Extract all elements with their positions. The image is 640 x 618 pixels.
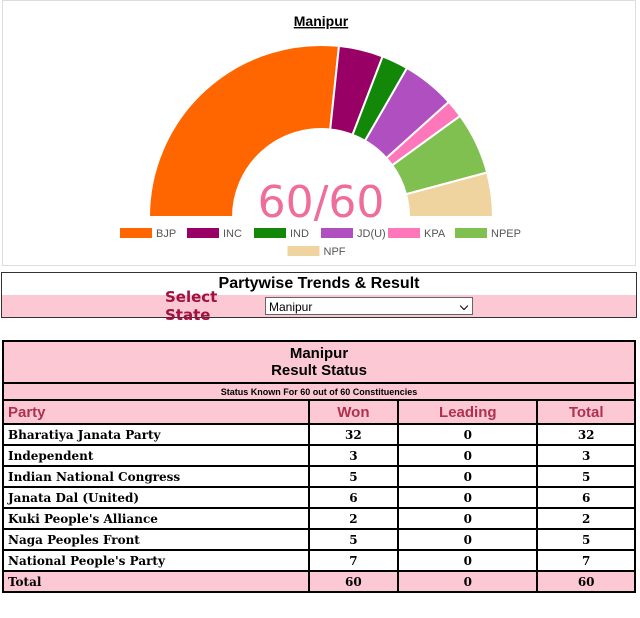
- column-header: Total: [536, 399, 636, 425]
- chart: Manipur 60/60 BJP INC IND JD(U) KPA NPEP NPF: [120, 13, 521, 258]
- cell-number: 0: [397, 549, 539, 572]
- select-label: Select State: [165, 288, 218, 324]
- cell-party: Janata Dal (United): [2, 486, 310, 509]
- cell-number: 6: [307, 486, 400, 509]
- legend-swatch: [321, 228, 353, 238]
- table-row: Total 60 0 60: [2, 570, 636, 593]
- cell-number: 7: [536, 549, 636, 572]
- legend-swatch: [287, 246, 320, 256]
- cell-party: Bharatiya Janata Party: [2, 423, 310, 446]
- table-row: Independent 3 0 3: [2, 444, 636, 467]
- cell-number: 0: [397, 444, 539, 467]
- legend-swatch: [388, 228, 420, 238]
- chart-title: Manipur: [294, 13, 349, 29]
- table-header: Manipur Result Status: [2, 340, 636, 384]
- legend-swatch: [120, 228, 152, 238]
- cell-number: 6: [536, 486, 636, 509]
- table-note: Status Known For 60 out of 60 Constituen…: [2, 382, 636, 401]
- legend-label: JD(U): [357, 228, 386, 240]
- legend-label: KPA: [424, 228, 446, 240]
- cell-number: 0: [397, 570, 539, 593]
- cell-number: 7: [307, 549, 400, 572]
- cell-number: 5: [536, 465, 636, 488]
- form-title: Partywise Trends & Result: [218, 275, 420, 292]
- column-header-row: Party Won Leading Total: [2, 399, 636, 425]
- cell-number: 0: [397, 465, 539, 488]
- cell-number: 3: [307, 444, 400, 467]
- legend-label: BJP: [156, 228, 176, 240]
- legend-label: NPF: [324, 246, 346, 258]
- table-row: Janata Dal (United) 6 0 6: [2, 486, 636, 509]
- cell-number: 60: [307, 570, 400, 593]
- legend-swatch: [187, 228, 219, 238]
- column-header: Won: [307, 399, 400, 425]
- cell-number: 5: [536, 528, 636, 551]
- form-row: Select State Manipur: [2, 288, 636, 324]
- table-row: Bharatiya Janata Party 32 0 32: [2, 423, 636, 446]
- column-header: Leading: [397, 399, 539, 425]
- donut-segment: [404, 171, 495, 218]
- table-row: National People's Party 7 0 7: [2, 549, 636, 572]
- donut-segment: [147, 44, 341, 218]
- cell-party: Total: [2, 570, 310, 593]
- cell-number: 60: [536, 570, 636, 593]
- cell-party: Naga Peoples Front: [2, 528, 310, 551]
- state-select[interactable]: Manipur: [265, 297, 473, 315]
- cell-number: 32: [307, 423, 400, 446]
- cell-party: Independent: [2, 444, 310, 467]
- table-subtitle: Result Status: [271, 362, 367, 379]
- column-header: Party: [2, 399, 310, 425]
- cell-number: 0: [397, 528, 539, 551]
- cell-number: 3: [536, 444, 636, 467]
- center-label: 60/60: [258, 177, 385, 228]
- cell-number: 5: [307, 528, 400, 551]
- table-row: Kuki People's Alliance 2 0 2: [2, 507, 636, 530]
- legend-label: IND: [290, 228, 309, 240]
- cell-party: Indian National Congress: [2, 465, 310, 488]
- table-title: Manipur: [289, 345, 349, 362]
- cell-number: 2: [307, 507, 400, 530]
- legend-swatch: [455, 228, 487, 238]
- result-table: Manipur Result Status Status Known For 60…: [2, 340, 636, 593]
- legend-swatch: [254, 228, 286, 238]
- table-row: Naga Peoples Front 5 0 5: [2, 528, 636, 551]
- cell-number: 0: [397, 507, 539, 530]
- cell-number: 5: [307, 465, 400, 488]
- cell-number: 32: [536, 423, 636, 446]
- cell-number: 0: [397, 486, 539, 509]
- cell-party: Kuki People's Alliance: [2, 507, 310, 530]
- cell-number: 0: [397, 423, 539, 446]
- chart-panel: Manipur 60/60 BJP INC IND JD(U) KPA NPEP NPF: [2, 0, 636, 266]
- cell-number: 2: [536, 507, 636, 530]
- legend-label: NPEP: [491, 228, 521, 240]
- legend-label: INC: [223, 228, 242, 240]
- table-row: Indian National Congress 5 0 5: [2, 465, 636, 488]
- cell-party: National People's Party: [2, 549, 310, 572]
- state-form: Partywise Trends & Result Select State M…: [1, 272, 637, 324]
